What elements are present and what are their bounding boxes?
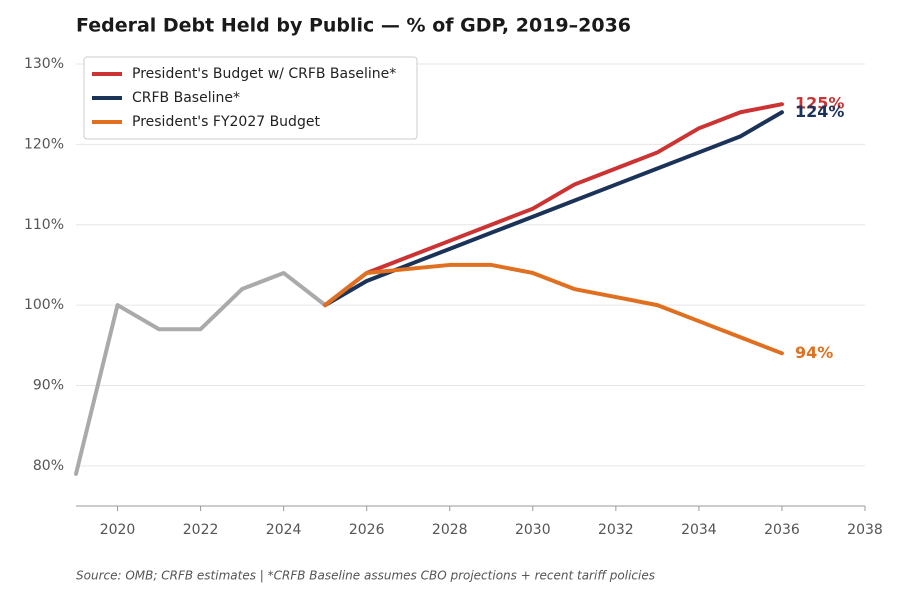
x-tick-label: 2038: [847, 522, 883, 538]
source-note: Source: OMB; CRFB estimates | *CRFB Base…: [76, 569, 655, 583]
x-tick-label: 2022: [183, 522, 219, 538]
x-tick-label: 2030: [515, 522, 551, 538]
y-tick-label: 120%: [24, 136, 64, 152]
chart-title: Federal Debt Held by Public — % of GDP, …: [76, 15, 631, 37]
end-label: 125%: [795, 94, 844, 113]
legend-label: President's Budget w/ CRFB Baseline*: [132, 66, 396, 82]
legend-box: [83, 56, 418, 140]
series-line: [323, 102, 784, 308]
x-tick-label: 2020: [100, 522, 136, 538]
legend-label: CRFB Baseline*: [132, 90, 240, 106]
y-tick-label: 90%: [33, 377, 64, 393]
end-label: 94%: [795, 343, 833, 362]
x-tick-label: 2034: [681, 522, 717, 538]
y-tick-label: 130%: [24, 56, 64, 72]
x-tick-label: 2032: [598, 522, 634, 538]
series-line: [323, 110, 784, 308]
y-tick-label: 80%: [33, 458, 64, 474]
series-line: [323, 262, 784, 356]
x-tick-label: 2024: [266, 522, 302, 538]
y-tick-label: 100%: [24, 297, 64, 313]
y-tick-label: 110%: [24, 217, 64, 233]
x-tick-label: 2026: [349, 522, 385, 538]
end-label: 124%: [795, 102, 844, 121]
legend-label: President's FY2027 Budget: [132, 114, 320, 130]
x-tick-label: 2028: [432, 522, 468, 538]
series-line: [74, 270, 328, 476]
x-tick-label: 2036: [764, 522, 800, 538]
